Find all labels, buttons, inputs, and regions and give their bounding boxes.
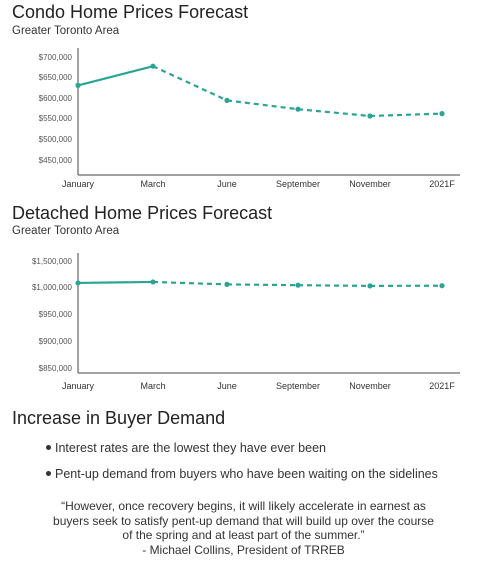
data-point bbox=[295, 282, 301, 288]
detached-chart-title: Detached Home Prices Forecast bbox=[12, 203, 273, 223]
bullet-text: Interest rates are the lowest they have … bbox=[55, 441, 326, 455]
y-tick-label: $950,000 bbox=[39, 310, 73, 319]
data-point bbox=[150, 279, 156, 285]
x-tick-label: March bbox=[140, 179, 165, 189]
quote-attribution: - Michael Collins, President of TRREB bbox=[142, 542, 345, 557]
data-point bbox=[75, 280, 81, 286]
data-point bbox=[224, 97, 230, 103]
forecast-line-segment bbox=[226, 99, 299, 111]
buyer-demand-heading: Increase in Buyer Demand bbox=[12, 408, 226, 428]
y-tick-label: $550,000 bbox=[39, 114, 73, 123]
actual-line-segment bbox=[76, 280, 155, 285]
forecast-line-segment bbox=[369, 112, 443, 118]
y-tick-label: $1,000,000 bbox=[32, 283, 73, 292]
quote-block: “However, once recovery begins, it will … bbox=[0, 499, 487, 557]
data-point bbox=[75, 82, 81, 88]
x-tick-label: November bbox=[349, 179, 391, 189]
data-point bbox=[295, 106, 301, 112]
forecast-line-segment bbox=[152, 65, 228, 102]
y-tick-label: $900,000 bbox=[39, 337, 73, 346]
x-tick-label: March bbox=[140, 381, 165, 391]
data-point bbox=[150, 63, 156, 69]
bullet-dot-icon bbox=[46, 445, 51, 451]
x-tick-label: January bbox=[62, 179, 95, 189]
data-point bbox=[439, 283, 445, 289]
x-tick-label: 2021F bbox=[429, 179, 455, 189]
y-tick-label: $1,500,000 bbox=[32, 257, 73, 266]
condo-price-chart: $700,000 $650,000 $600,000 $550,000 $500,000… bbox=[39, 48, 460, 189]
y-tick-label: $450,000 bbox=[39, 156, 73, 165]
condo-chart-subtitle: Greater Toronto Area bbox=[12, 25, 120, 37]
forecast-line-segment bbox=[226, 283, 299, 287]
x-tick-label: November bbox=[349, 381, 391, 391]
data-point bbox=[439, 111, 445, 117]
y-tick-label: $650,000 bbox=[39, 73, 73, 82]
y-tick-label: $850,000 bbox=[39, 364, 73, 373]
quote-line: of the spring and at least part of the s… bbox=[122, 528, 365, 542]
x-tick-label: September bbox=[276, 179, 320, 189]
bullet-item: Interest rates are the lowest they have … bbox=[46, 441, 326, 455]
data-point bbox=[224, 281, 230, 287]
x-tick-label: June bbox=[217, 179, 237, 189]
y-tick-label: $500,000 bbox=[39, 135, 73, 144]
data-point bbox=[367, 113, 373, 119]
detached-chart-subtitle: Greater Toronto Area bbox=[12, 225, 120, 237]
detached-price-chart: $1,500,000 $1,000,000 $950,000 $900,000 $850… bbox=[32, 253, 460, 391]
x-tick-label: 2021F bbox=[429, 381, 455, 391]
quote-line: “However, once recovery begins, it will … bbox=[61, 499, 426, 513]
forecast-line-segment bbox=[297, 284, 371, 288]
x-tick-label: September bbox=[276, 381, 320, 391]
actual-line-segment bbox=[76, 65, 155, 87]
forecast-line-segment bbox=[152, 280, 228, 286]
bullet-text: Pent-up demand from buyers who have been… bbox=[55, 467, 438, 481]
y-tick-label: $600,000 bbox=[39, 94, 73, 103]
quote-line: buyers seek to satisfy pent-up demand th… bbox=[53, 513, 434, 528]
y-tick-label: $700,000 bbox=[39, 53, 73, 62]
x-tick-label: June bbox=[217, 381, 237, 391]
forecast-line-segment bbox=[297, 108, 371, 118]
bullet-dot-icon bbox=[46, 471, 51, 477]
data-point bbox=[367, 283, 373, 289]
condo-chart-title: Condo Home Prices Forecast bbox=[12, 2, 249, 22]
bullet-item: Pent-up demand from buyers who have been… bbox=[46, 467, 438, 481]
x-tick-label: January bbox=[62, 381, 95, 391]
